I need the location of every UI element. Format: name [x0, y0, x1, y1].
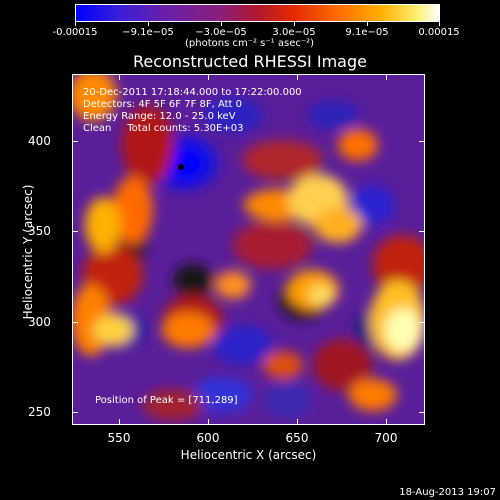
colorbar-tick: [294, 22, 295, 26]
y-tick-label: 300: [28, 315, 51, 329]
y-tick: [419, 412, 425, 413]
x-axis-title: Heliocentric X (arcsec): [180, 448, 317, 462]
colorbar-tick: [439, 22, 440, 26]
y-tick: [419, 141, 425, 142]
peak-position: Position of Peak = [711,289]: [95, 395, 238, 406]
x-tick-label: 550: [107, 431, 131, 445]
colorbar-tick: [148, 22, 149, 26]
y-tick: [419, 231, 425, 232]
colorbar-tick-label: −3.0e−05: [195, 27, 247, 38]
x-tick: [386, 74, 387, 80]
y-axis-title: Heliocentric Y (arcsec): [21, 184, 35, 320]
y-tick: [72, 322, 78, 323]
x-tick: [208, 419, 209, 425]
x-tick: [119, 74, 120, 80]
x-tick: [208, 74, 209, 80]
rhessi-image: 20-Dec-2011 17:18:44.000 to 17:22:00.000…: [72, 74, 425, 425]
x-tick-label: 600: [196, 431, 220, 445]
y-tick-label: 400: [28, 134, 51, 148]
colorbar-tick-label: -0.00015: [52, 27, 98, 38]
colorbar-units: (photons cm⁻² s⁻¹ asec⁻²): [185, 38, 315, 49]
colorbar-tick: [367, 22, 368, 26]
y-tick: [72, 231, 78, 232]
colorbar-tick: [221, 22, 222, 26]
colorbar: [75, 4, 440, 22]
colorbar-tick-label: 9.1e−05: [345, 27, 389, 38]
colorbar-tick-label: −9.1e−05: [122, 27, 174, 38]
colorbar-tick: [75, 22, 76, 26]
x-tick: [119, 419, 120, 425]
y-tick-label: 350: [28, 224, 51, 238]
y-tick: [419, 322, 425, 323]
timestamp: 18-Aug-2013 19:07: [399, 487, 496, 498]
y-tick: [72, 141, 78, 142]
x-tick-label: 650: [285, 431, 309, 445]
y-tick-label: 250: [28, 405, 51, 419]
x-tick: [297, 74, 298, 80]
image-title: Reconstructed RHESSI Image: [133, 52, 367, 71]
info-line: 20-Dec-2011 17:18:44.000 to 17:22:00.000: [83, 87, 302, 98]
x-tick: [386, 419, 387, 425]
x-tick: [297, 419, 298, 425]
heat-map: [73, 75, 424, 424]
info-line: Energy Range: 12.0 - 25.0 keV: [83, 111, 236, 122]
info-line: Clean Total counts: 5.30E+03: [83, 123, 244, 134]
info-line: Detectors: 4F 5F 6F 7F 8F, Att 0: [83, 99, 243, 110]
y-tick: [72, 412, 78, 413]
colorbar-tick-label: 0.00015: [418, 27, 460, 38]
colorbar-tick-label: 3.0e−05: [272, 27, 316, 38]
x-tick-label: 700: [374, 431, 398, 445]
